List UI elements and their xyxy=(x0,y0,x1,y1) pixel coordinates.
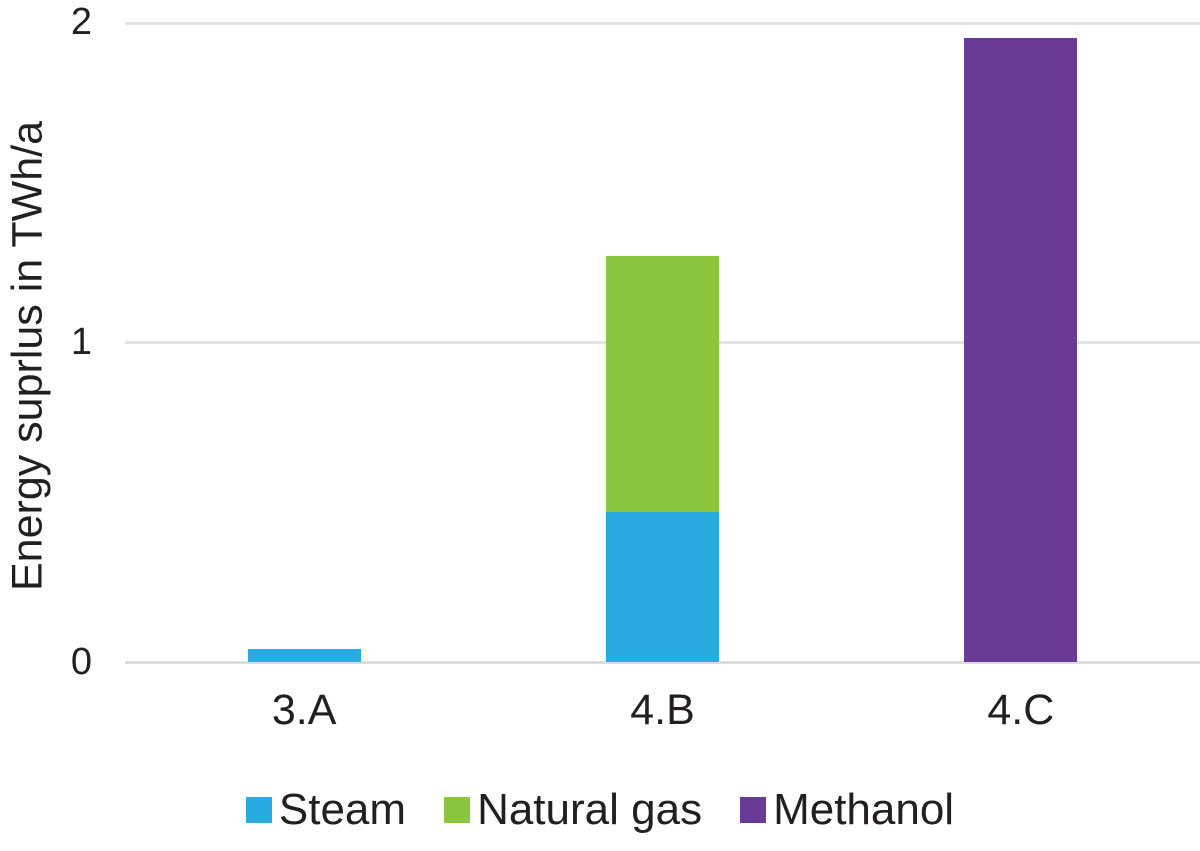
bars-container xyxy=(125,22,1200,662)
bar-slot-4c xyxy=(842,22,1200,662)
bar-4b xyxy=(605,256,719,662)
bar-segment-natural-gas xyxy=(605,256,719,512)
plot-area xyxy=(125,22,1200,664)
bar-segment-steam xyxy=(605,512,719,662)
y-tick-0: 0 xyxy=(70,641,92,683)
x-label-3a: 3.A xyxy=(271,686,337,734)
x-label-4c: 4.C xyxy=(987,686,1055,734)
x-label-4b: 4.B xyxy=(630,686,695,734)
legend-item-steam: Steam xyxy=(245,785,407,834)
bar-4c xyxy=(964,38,1078,662)
y-tick-2: 2 xyxy=(70,1,92,43)
x-axis-labels: 3.A 4.B 4.C xyxy=(125,686,1200,735)
natural-gas-swatch-icon xyxy=(444,797,471,823)
bar-segment-steam xyxy=(247,649,361,662)
legend-label-methanol: Methanol xyxy=(773,785,955,834)
bar-3a xyxy=(247,649,361,662)
legend: Steam Natural gas Methanol xyxy=(0,786,1200,834)
gridline-2 xyxy=(125,22,1200,25)
bar-slot-3a xyxy=(125,22,483,662)
legend-item-natural-gas: Natural gas xyxy=(444,786,702,834)
x-axis-line xyxy=(125,661,1200,664)
legend-label-natural-gas: Natural gas xyxy=(477,785,703,834)
bar-segment-methanol xyxy=(964,38,1078,662)
y-tick-1: 1 xyxy=(70,321,92,363)
legend-label-steam: Steam xyxy=(278,785,407,834)
bar-slot-4b xyxy=(483,22,841,662)
methanol-swatch-icon xyxy=(740,797,767,823)
legend-item-methanol: Methanol xyxy=(740,786,954,834)
steam-swatch-icon xyxy=(245,797,272,823)
